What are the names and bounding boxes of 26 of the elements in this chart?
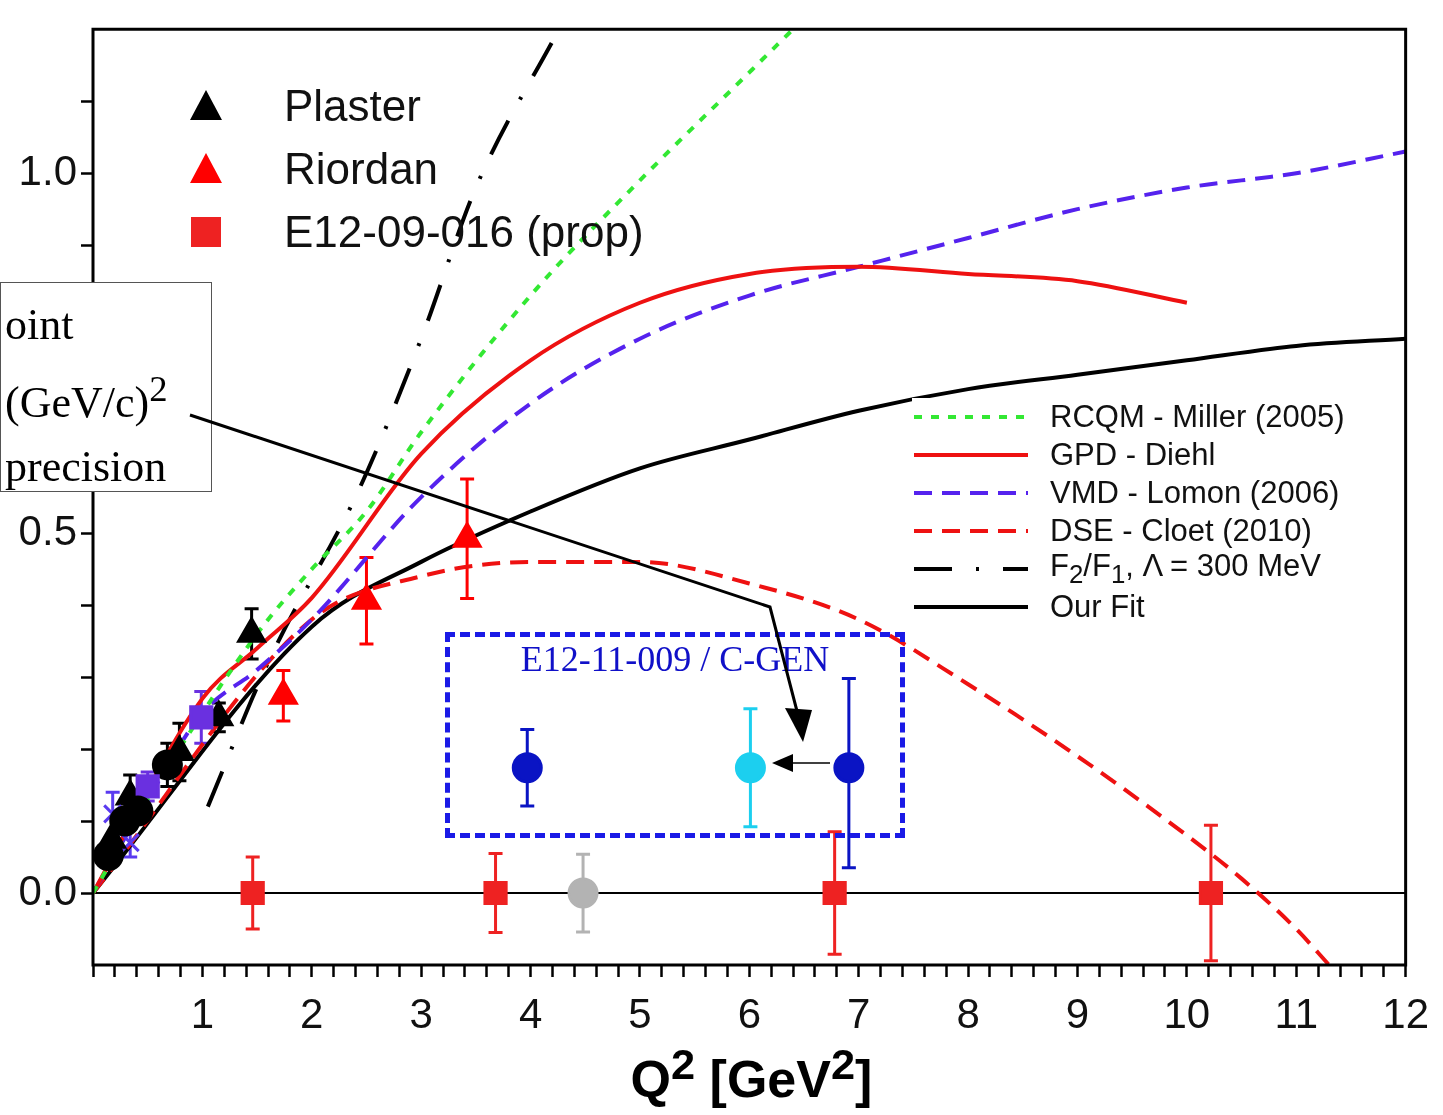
x-axis-title: Q$^{2}$ [GeV$^{2}$]	[629, 1040, 874, 1110]
legend-label: Riordan	[284, 143, 439, 194]
legend-label: DSE - Cloet (2010)	[1050, 513, 1312, 549]
x-tick-label: 11	[1274, 989, 1319, 1037]
legend-label: GPD - Diehl	[1050, 437, 1216, 473]
legend-label: VMD - Lomon (2006)	[1050, 475, 1340, 511]
annotation: oint (GeV/c)$^{2}$ precision	[0, 282, 212, 492]
x-tick-label: 7	[847, 989, 871, 1037]
x-tick-label: 6	[737, 989, 761, 1037]
y-tick-label: 0.5	[18, 506, 77, 554]
x-tick-label: 3	[409, 989, 433, 1037]
x-tick-label: 1	[190, 989, 215, 1037]
y-tick-label: 0.0	[18, 866, 77, 914]
legend-label: E12-09-016 (prop)	[284, 206, 644, 257]
legend-label: RCQM - Miller (2005)	[1050, 399, 1345, 435]
legend-label: Our Fit	[1050, 589, 1145, 625]
x-tick-label: 2	[300, 989, 324, 1037]
x-tick-label: 12	[1382, 989, 1429, 1037]
legend-label: Plaster	[284, 80, 421, 131]
y-tick-label: 1.0	[18, 146, 77, 194]
x-tick-label: 4	[518, 989, 543, 1037]
x-tick-label: 8	[956, 989, 980, 1037]
x-tick-label: 5	[628, 989, 652, 1037]
legend-label: F$_{2}$/F$_{1}$, Λ = 300 MeV	[1050, 548, 1321, 590]
x-tick-label: 10	[1163, 989, 1211, 1037]
x-tick-label: 9	[1065, 989, 1090, 1037]
